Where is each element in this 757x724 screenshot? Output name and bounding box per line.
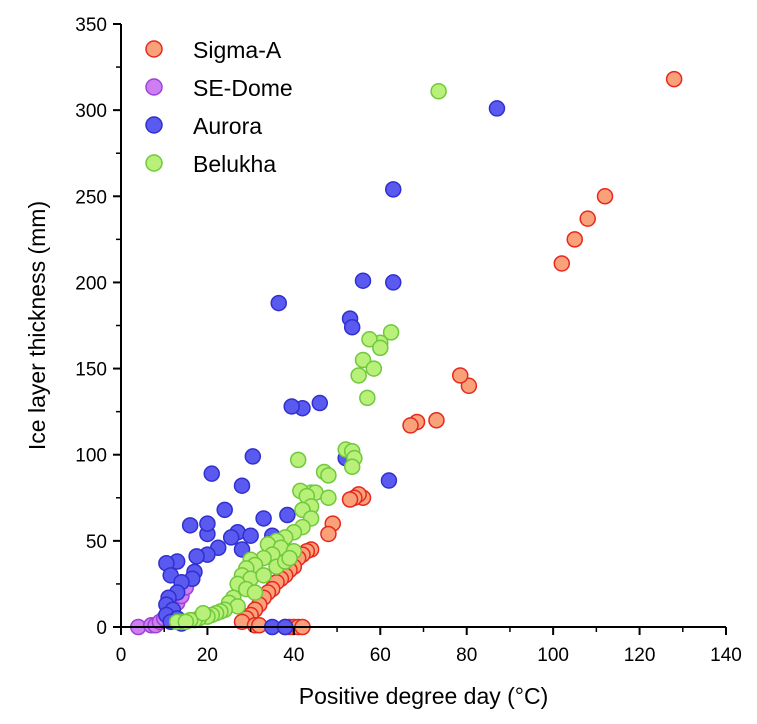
data-point	[194, 604, 212, 622]
x-tick-label: 80	[456, 645, 477, 666]
x-tick-label: 140	[710, 645, 742, 666]
y-tick-label: 200	[75, 273, 107, 294]
data-point	[255, 567, 272, 584]
legend-item: Aurora	[145, 113, 262, 139]
data-point	[255, 510, 272, 527]
legend-label: Aurora	[193, 113, 262, 139]
data-point	[343, 458, 361, 476]
data-point	[553, 255, 571, 272]
legend-item: Belukha	[145, 151, 276, 177]
data-point	[365, 360, 383, 377]
data-point	[350, 367, 367, 384]
data-point	[216, 501, 233, 519]
axes: 0 20 40 60 80 100 120 140 0 50 100 150 200 250 300 350	[75, 15, 742, 666]
x-tick-label: 120	[624, 645, 656, 666]
data-point	[289, 451, 307, 469]
data-point	[320, 525, 337, 543]
series-belukha	[168, 82, 447, 631]
y-tick-label: 350	[75, 15, 107, 36]
data-point	[380, 472, 398, 489]
legend-marker	[145, 154, 163, 172]
y-tick-label: 100	[75, 446, 107, 467]
y-tick-label: 250	[75, 187, 107, 208]
legend-label: Sigma-A	[193, 37, 282, 63]
y-tick-label: 150	[75, 360, 107, 381]
data-point	[385, 181, 402, 198]
data-point	[320, 467, 337, 484]
x-tick-label: 20	[197, 645, 218, 666]
data-point	[385, 274, 402, 291]
plot-area	[130, 70, 683, 636]
data-point	[451, 367, 469, 384]
data-point	[402, 417, 419, 434]
data-point	[281, 549, 298, 567]
data-point	[233, 477, 251, 494]
x-tick-label: 60	[370, 645, 391, 666]
x-axis-title: Positive degree day (°C)	[299, 683, 549, 709]
y-ticks: 0 50 100 150 200 250 300 350	[75, 15, 121, 639]
legend-item: Sigma-A	[145, 37, 282, 63]
data-point	[341, 491, 359, 508]
x-tick-label: 0	[116, 645, 127, 666]
data-point	[199, 515, 216, 532]
data-point	[244, 448, 262, 465]
legend-label: SE-Dome	[193, 75, 293, 101]
legend: Sigma-A SE-Dome Aurora Belukha	[145, 37, 293, 177]
data-point	[488, 100, 506, 117]
data-point	[372, 339, 389, 357]
data-point	[181, 517, 199, 534]
data-point	[665, 70, 683, 88]
data-point	[430, 82, 447, 100]
data-point	[359, 389, 376, 407]
data-point	[566, 231, 583, 248]
y-tick-label: 300	[75, 101, 107, 122]
legend-marker	[145, 40, 163, 58]
data-point	[311, 394, 329, 412]
y-axis-title: Ice layer thickness (mm)	[24, 201, 50, 450]
data-point	[354, 351, 372, 369]
x-ticks: 0 20 40 60 80 100 120 140	[116, 627, 742, 666]
data-point	[320, 489, 337, 507]
data-point	[203, 465, 220, 482]
legend-marker	[145, 78, 163, 96]
x-tick-label: 100	[537, 645, 569, 666]
legend-marker	[145, 116, 163, 134]
data-point	[188, 548, 205, 565]
data-point	[579, 210, 596, 227]
data-point	[279, 506, 296, 524]
data-point	[283, 398, 300, 415]
legend-item: SE-Dome	[145, 75, 293, 101]
series-aurora	[158, 100, 506, 636]
data-point	[242, 527, 259, 544]
data-point	[270, 294, 287, 312]
data-point	[428, 412, 445, 429]
data-point	[177, 613, 195, 631]
y-tick-label: 0	[96, 618, 107, 639]
legend-label: Belukha	[193, 151, 276, 177]
x-tick-label: 40	[283, 645, 304, 666]
y-tick-label: 50	[86, 532, 107, 553]
data-point	[222, 529, 240, 546]
data-point	[382, 324, 400, 341]
data-point	[354, 272, 372, 289]
data-point	[361, 331, 378, 348]
data-point	[596, 188, 614, 205]
data-point	[246, 584, 264, 601]
data-point	[343, 318, 361, 336]
